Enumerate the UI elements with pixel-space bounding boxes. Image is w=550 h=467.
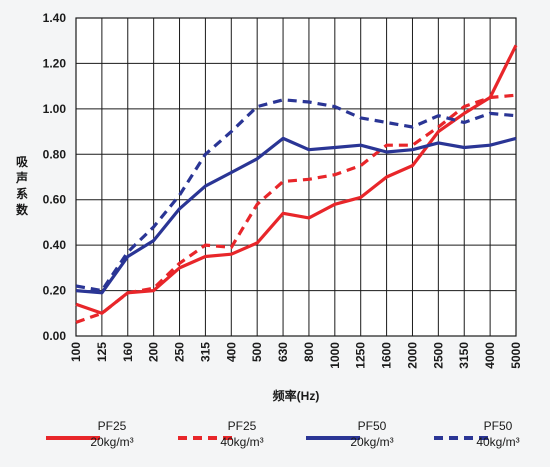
series-line-pf25-solid bbox=[75, 44, 518, 315]
x-tick-label: 315 bbox=[198, 342, 212, 362]
x-tick-label: 125 bbox=[95, 342, 109, 362]
legend-series-name: PF25 bbox=[98, 419, 127, 433]
y-tick-label: 0.20 bbox=[43, 284, 67, 298]
y-tick-label: 1.20 bbox=[43, 56, 67, 70]
legend: PF25 20kg/m³ PF25 40kg/m³ PF50 20kg/m³ PF50 40k… bbox=[46, 419, 520, 449]
x-tick-label: 5000 bbox=[509, 342, 523, 369]
y-tick-label: 0.60 bbox=[43, 193, 67, 207]
y-axis-title-char: 声 bbox=[15, 170, 28, 185]
legend-series-name: PF50 bbox=[484, 419, 513, 433]
legend-series-sublabel: 20kg/m³ bbox=[90, 435, 133, 449]
legend-series-sublabel: 20kg/m³ bbox=[350, 435, 393, 449]
series-line-pf25-dashed bbox=[75, 93, 517, 324]
tick-labels: 0.00 0.20 0.40 0.60 0.80 1.00 1.20 1.40 100 125 16… bbox=[43, 11, 523, 369]
y-tick-label: 1.00 bbox=[43, 102, 67, 116]
x-tick-label: 500 bbox=[250, 342, 264, 362]
y-tick-label: 0.00 bbox=[43, 329, 67, 343]
y-tick-label: 1.40 bbox=[43, 11, 67, 25]
series-lines bbox=[75, 44, 518, 324]
x-tick-label: 400 bbox=[224, 342, 238, 362]
x-axis-title: 频率(Hz) bbox=[273, 388, 320, 403]
plot-area bbox=[76, 18, 516, 336]
x-tick-label: 4000 bbox=[483, 342, 497, 369]
series-line-pf50-dashed bbox=[75, 98, 517, 293]
y-tick-label: 0.80 bbox=[43, 147, 67, 161]
y-tick-label: 0.40 bbox=[43, 238, 67, 252]
legend-series-sublabel: 40kg/m³ bbox=[220, 435, 263, 449]
y-axis-title-char: 数 bbox=[16, 202, 29, 217]
x-tick-label: 1250 bbox=[354, 342, 368, 369]
x-tick-label: 250 bbox=[173, 342, 187, 362]
x-tick-label: 800 bbox=[302, 342, 316, 362]
series-line-pf50-solid bbox=[75, 136, 517, 295]
x-tick-label: 100 bbox=[69, 342, 83, 362]
legend-series-sublabel: 40kg/m³ bbox=[476, 435, 519, 449]
y-axis-title-char: 系 bbox=[16, 186, 28, 201]
x-tick-label: 630 bbox=[276, 342, 290, 362]
x-tick-label: 3150 bbox=[457, 342, 471, 369]
x-tick-label: 1600 bbox=[380, 342, 394, 369]
x-tick-label: 200 bbox=[147, 342, 161, 362]
x-tick-label: 2500 bbox=[431, 342, 445, 369]
x-tick-label: 160 bbox=[121, 342, 135, 362]
plot-frame bbox=[75, 17, 517, 337]
legend-series-name: PF25 bbox=[228, 419, 257, 433]
grid bbox=[75, 17, 517, 337]
x-tick-label: 1000 bbox=[328, 342, 342, 369]
y-axis-title-char: 吸 bbox=[16, 155, 29, 169]
x-tick-label: 2000 bbox=[405, 342, 419, 369]
legend-series-name: PF50 bbox=[358, 419, 387, 433]
